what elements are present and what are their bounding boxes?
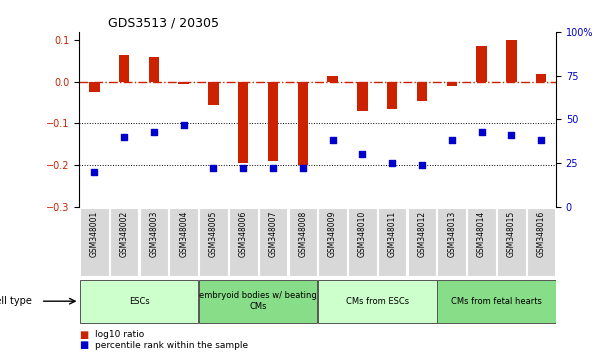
Text: ■: ■ [79, 340, 89, 350]
FancyBboxPatch shape [318, 208, 347, 276]
Text: CMs from fetal hearts: CMs from fetal hearts [451, 297, 542, 306]
FancyBboxPatch shape [110, 208, 139, 276]
Text: GSM348004: GSM348004 [179, 211, 188, 257]
FancyBboxPatch shape [318, 280, 437, 323]
Text: embryoid bodies w/ beating
CMs: embryoid bodies w/ beating CMs [199, 291, 317, 311]
Bar [447, 82, 457, 86]
Point [119, 134, 129, 139]
FancyBboxPatch shape [467, 208, 496, 276]
Point [89, 169, 99, 175]
FancyBboxPatch shape [497, 208, 525, 276]
Text: GSM348009: GSM348009 [328, 211, 337, 257]
Text: ■: ■ [79, 330, 89, 339]
Bar [387, 82, 397, 109]
FancyBboxPatch shape [408, 208, 436, 276]
Point [179, 122, 189, 127]
Text: GSM348012: GSM348012 [417, 211, 426, 257]
FancyBboxPatch shape [199, 208, 228, 276]
Point [298, 165, 308, 171]
Bar [506, 40, 516, 82]
FancyBboxPatch shape [80, 208, 109, 276]
FancyBboxPatch shape [527, 208, 555, 276]
Bar [89, 82, 100, 92]
Text: GSM348005: GSM348005 [209, 211, 218, 257]
Text: GSM348016: GSM348016 [536, 211, 546, 257]
Point [536, 137, 546, 143]
Text: GDS3513 / 20305: GDS3513 / 20305 [108, 16, 219, 29]
Text: GSM348002: GSM348002 [120, 211, 128, 257]
Point [208, 165, 218, 171]
Bar [208, 82, 219, 105]
Point [149, 129, 159, 135]
Point [477, 129, 486, 135]
FancyBboxPatch shape [348, 208, 377, 276]
Bar [178, 82, 189, 84]
Bar [119, 55, 130, 82]
Point [387, 160, 397, 166]
FancyBboxPatch shape [199, 280, 318, 323]
Bar [357, 82, 368, 111]
Text: GSM348011: GSM348011 [388, 211, 397, 257]
FancyBboxPatch shape [288, 208, 317, 276]
Bar [417, 82, 427, 101]
Bar [268, 82, 278, 161]
Text: GSM348007: GSM348007 [269, 211, 277, 257]
FancyBboxPatch shape [258, 208, 287, 276]
Point [447, 137, 456, 143]
Text: cell type: cell type [0, 296, 32, 306]
Point [357, 152, 367, 157]
Bar [536, 74, 546, 82]
FancyBboxPatch shape [169, 208, 198, 276]
Text: GSM348015: GSM348015 [507, 211, 516, 257]
Bar [148, 57, 159, 82]
Point [327, 137, 337, 143]
Text: percentile rank within the sample: percentile rank within the sample [95, 341, 248, 350]
Text: ESCs: ESCs [129, 297, 149, 306]
Point [507, 132, 516, 138]
FancyBboxPatch shape [139, 208, 168, 276]
Text: GSM348008: GSM348008 [298, 211, 307, 257]
Point [238, 165, 248, 171]
Text: GSM348003: GSM348003 [150, 211, 158, 257]
Text: GSM348001: GSM348001 [90, 211, 99, 257]
Text: GSM348013: GSM348013 [447, 211, 456, 257]
FancyBboxPatch shape [378, 208, 406, 276]
Bar [477, 46, 487, 82]
FancyBboxPatch shape [79, 280, 199, 323]
Text: log10 ratio: log10 ratio [95, 330, 144, 339]
FancyBboxPatch shape [229, 208, 258, 276]
Bar [238, 82, 249, 163]
FancyBboxPatch shape [437, 208, 466, 276]
Text: CMs from ESCs: CMs from ESCs [346, 297, 409, 306]
Bar [327, 76, 338, 82]
Point [417, 162, 427, 167]
Text: GSM348010: GSM348010 [358, 211, 367, 257]
Bar [298, 82, 308, 165]
Text: GSM348006: GSM348006 [239, 211, 247, 257]
Text: GSM348014: GSM348014 [477, 211, 486, 257]
Point [268, 165, 278, 171]
FancyBboxPatch shape [437, 280, 556, 323]
